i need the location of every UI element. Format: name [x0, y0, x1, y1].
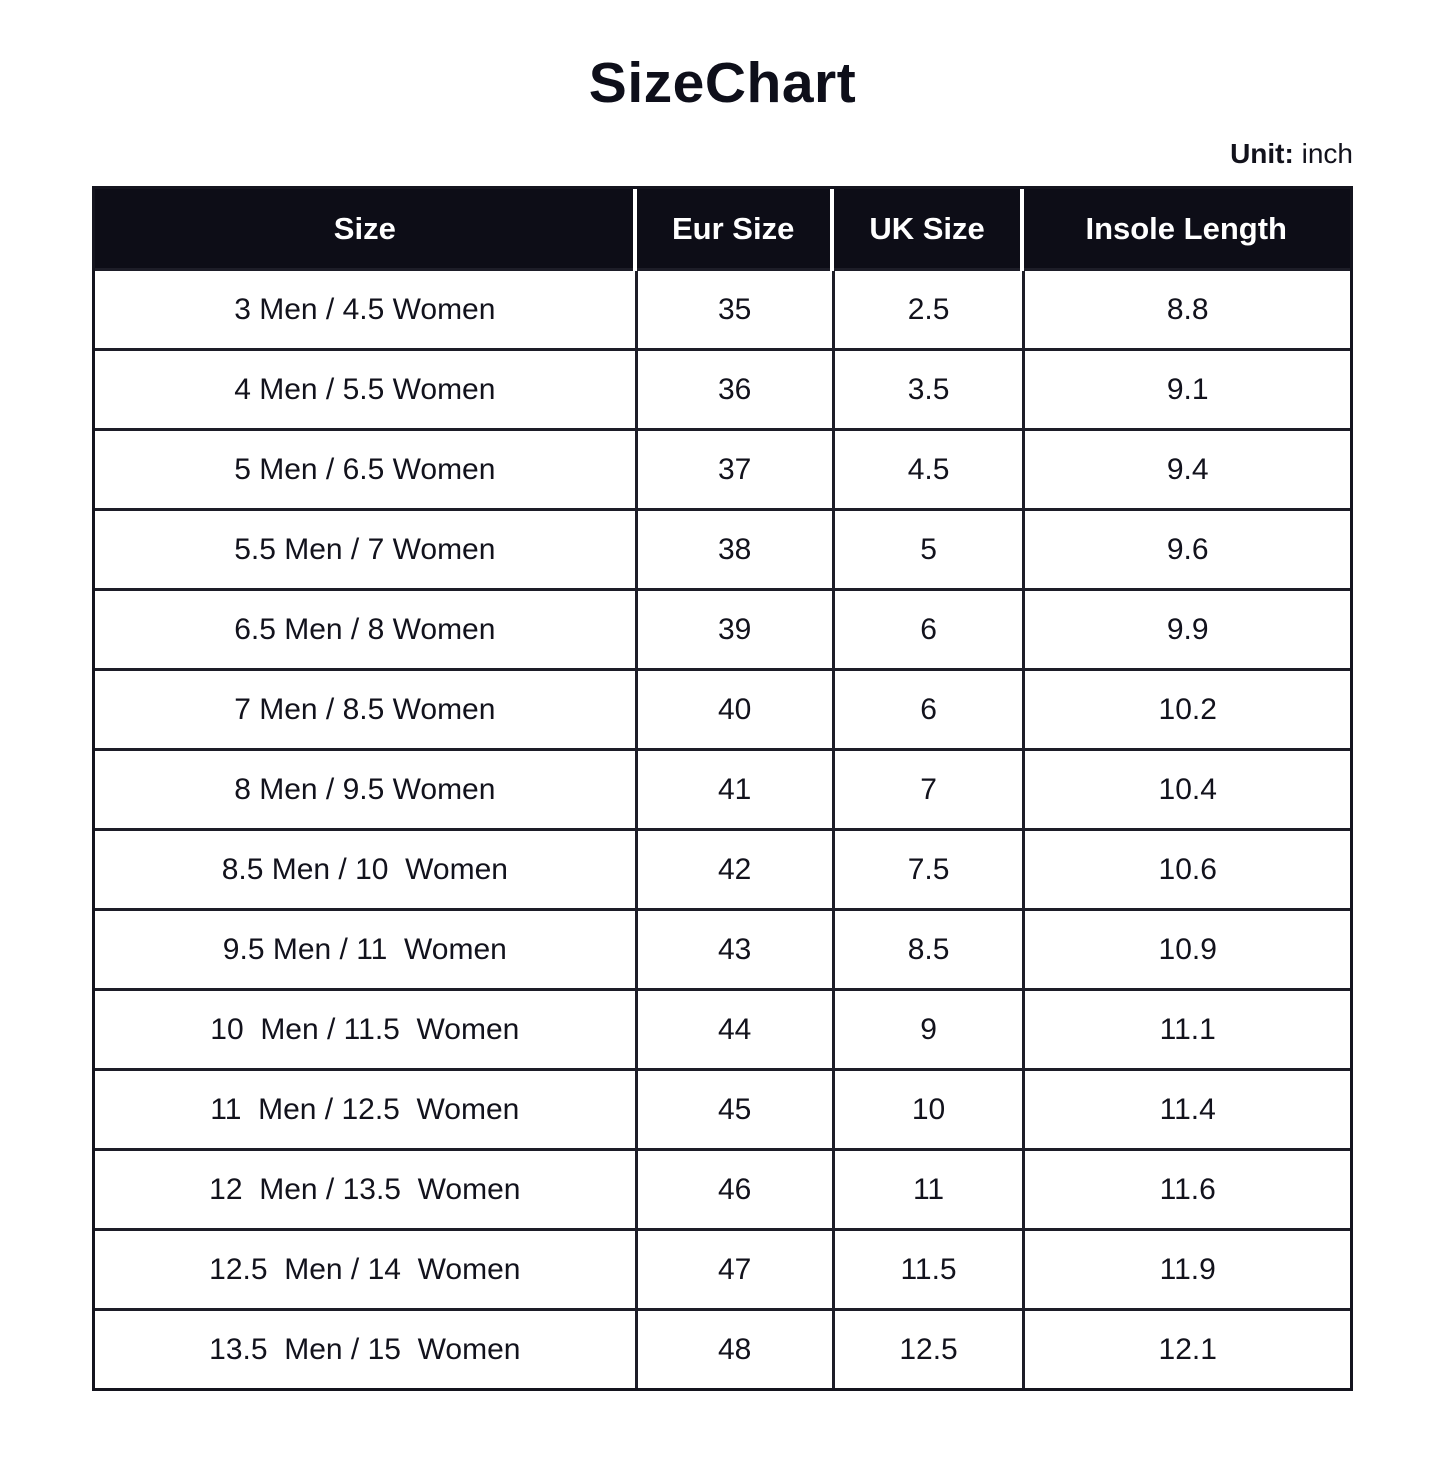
table-row: 12.5 Men / 14 Women 47 11.5 11.9 [95, 1228, 1350, 1308]
table-row: 5 Men / 6.5 Women 37 4.5 9.4 [95, 428, 1350, 508]
eur-size-cell: 44 [634, 988, 832, 1068]
size-cell: 8 Men / 9.5 Women [95, 748, 635, 828]
unit-note: Unit: inch [92, 138, 1353, 170]
size-cell: 8.5 Men / 10 Women [95, 828, 635, 908]
uk-size-cell: 2.5 [831, 268, 1023, 348]
insole-length-cell: 9.4 [1022, 428, 1350, 508]
size-cell: 9.5 Men / 11 Women [95, 908, 635, 988]
insole-length-cell: 12.1 [1022, 1308, 1350, 1388]
eur-size-cell: 38 [634, 508, 832, 588]
eur-size-cell: 48 [634, 1308, 832, 1388]
table-row: 12 Men / 13.5 Women 46 11 11.6 [95, 1148, 1350, 1228]
insole-length-cell: 11.4 [1022, 1068, 1350, 1148]
table-row: 6.5 Men / 8 Women 39 6 9.9 [95, 588, 1350, 668]
uk-size-cell: 3.5 [831, 348, 1023, 428]
table-row: 8.5 Men / 10 Women 42 7.5 10.6 [95, 828, 1350, 908]
insole-length-cell: 8.8 [1022, 268, 1350, 348]
size-cell: 12.5 Men / 14 Women [95, 1228, 635, 1308]
eur-size-cell: 41 [634, 748, 832, 828]
uk-size-cell: 7.5 [831, 828, 1023, 908]
column-header-size: Size [95, 189, 635, 268]
unit-value: inch [1301, 138, 1353, 169]
size-chart-table: Size Eur Size UK Size Insole Length 3 Me… [92, 186, 1353, 1391]
uk-size-cell: 8.5 [831, 908, 1023, 988]
uk-size-cell: 6 [831, 588, 1023, 668]
eur-size-cell: 43 [634, 908, 832, 988]
insole-length-cell: 11.6 [1022, 1148, 1350, 1228]
unit-label: Unit: [1230, 138, 1294, 169]
uk-size-cell: 12.5 [831, 1308, 1023, 1388]
eur-size-cell: 46 [634, 1148, 832, 1228]
insole-length-cell: 9.9 [1022, 588, 1350, 668]
size-cell: 4 Men / 5.5 Women [95, 348, 635, 428]
column-header-uk-size: UK Size [829, 189, 1023, 271]
table-row: 9.5 Men / 11 Women 43 8.5 10.9 [95, 908, 1350, 988]
eur-size-cell: 35 [634, 268, 832, 348]
uk-size-cell: 11 [831, 1148, 1023, 1228]
insole-length-cell: 11.1 [1022, 988, 1350, 1068]
size-cell: 10 Men / 11.5 Women [95, 988, 635, 1068]
eur-size-cell: 36 [634, 348, 832, 428]
table-body: 3 Men / 4.5 Women 35 2.5 8.8 4 Men / 5.5 Wom… [95, 268, 1350, 1388]
size-cell: 5.5 Men / 7 Women [95, 508, 635, 588]
table-row: 4 Men / 5.5 Women 36 3.5 9.1 [95, 348, 1350, 428]
uk-size-cell: 9 [831, 988, 1023, 1068]
uk-size-cell: 4.5 [831, 428, 1023, 508]
uk-size-cell: 7 [831, 748, 1023, 828]
column-header-insole-length: Insole Length [1020, 189, 1350, 271]
uk-size-cell: 6 [831, 668, 1023, 748]
eur-size-cell: 39 [634, 588, 832, 668]
table-header-row: Size Eur Size UK Size Insole Length [95, 189, 1350, 271]
insole-length-cell: 10.4 [1022, 748, 1350, 828]
table-row: 10 Men / 11.5 Women 44 9 11.1 [95, 988, 1350, 1068]
size-cell: 6.5 Men / 8 Women [95, 588, 635, 668]
table-row: 13.5 Men / 15 Women 48 12.5 12.1 [95, 1308, 1350, 1388]
column-header-eur-size: Eur Size [632, 189, 832, 271]
size-cell: 5 Men / 6.5 Women [95, 428, 635, 508]
insole-length-cell: 9.6 [1022, 508, 1350, 588]
size-cell: 13.5 Men / 15 Women [95, 1308, 635, 1388]
size-cell: 7 Men / 8.5 Women [95, 668, 635, 748]
insole-length-cell: 9.1 [1022, 348, 1350, 428]
size-cell: 11 Men / 12.5 Women [95, 1068, 635, 1148]
eur-size-cell: 37 [634, 428, 832, 508]
insole-length-cell: 10.2 [1022, 668, 1350, 748]
table-row: 3 Men / 4.5 Women 35 2.5 8.8 [95, 268, 1350, 348]
eur-size-cell: 47 [634, 1228, 832, 1308]
size-cell: 3 Men / 4.5 Women [95, 268, 635, 348]
eur-size-cell: 42 [634, 828, 832, 908]
table-row: 7 Men / 8.5 Women 40 6 10.2 [95, 668, 1350, 748]
insole-length-cell: 10.9 [1022, 908, 1350, 988]
insole-length-cell: 10.6 [1022, 828, 1350, 908]
uk-size-cell: 5 [831, 508, 1023, 588]
size-cell: 12 Men / 13.5 Women [95, 1148, 635, 1228]
uk-size-cell: 10 [831, 1068, 1023, 1148]
eur-size-cell: 45 [634, 1068, 832, 1148]
table-row: 5.5 Men / 7 Women 38 5 9.6 [95, 508, 1350, 588]
table-row: 8 Men / 9.5 Women 41 7 10.4 [95, 748, 1350, 828]
eur-size-cell: 40 [634, 668, 832, 748]
page-title: SizeChart [588, 51, 857, 115]
uk-size-cell: 11.5 [831, 1228, 1023, 1308]
table-row: 11 Men / 12.5 Women 45 10 11.4 [95, 1068, 1350, 1148]
insole-length-cell: 11.9 [1022, 1228, 1350, 1308]
